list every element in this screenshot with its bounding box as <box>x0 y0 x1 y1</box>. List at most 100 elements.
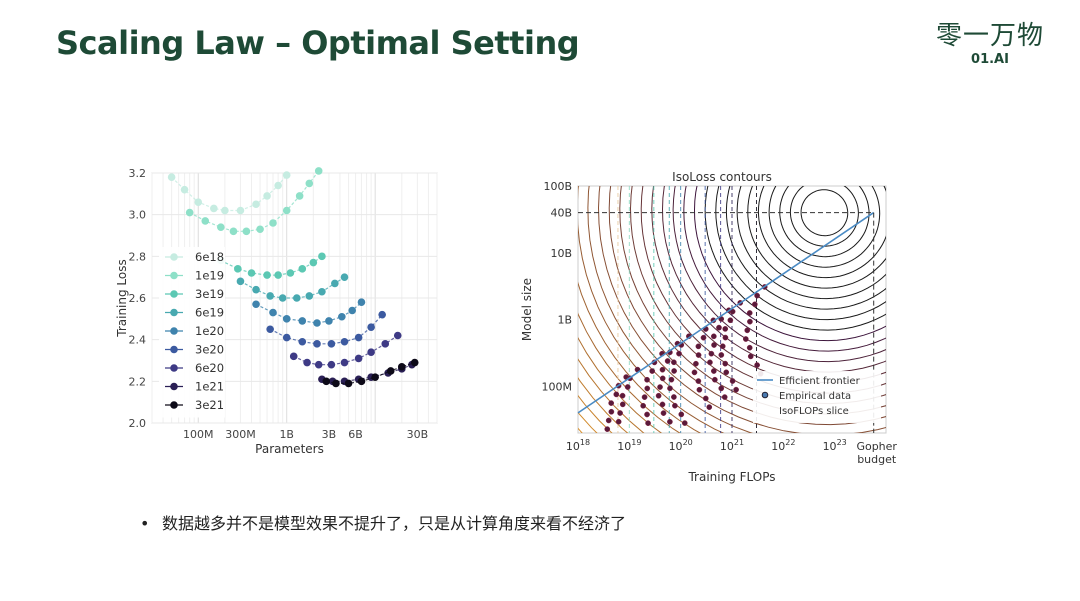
data-point <box>210 204 218 213</box>
data-point <box>286 269 295 277</box>
logo-english-text: 01.AI <box>971 52 1009 67</box>
data-point <box>318 252 326 261</box>
empirical-data-point <box>712 376 718 383</box>
data-point <box>256 225 264 234</box>
data-point <box>367 348 375 356</box>
isoloss-contour <box>768 186 881 268</box>
data-point <box>289 352 298 361</box>
data-point <box>386 367 395 375</box>
empirical-data-point <box>619 392 626 399</box>
data-point <box>263 271 271 279</box>
data-point <box>247 269 256 277</box>
empirical-data-point <box>693 360 699 367</box>
empirical-data-point <box>691 369 698 376</box>
legend: 6e18 1e19 3e19 6e19 1e20 3e20 6e20 1e21 3e21 <box>159 247 225 418</box>
data-point <box>397 362 406 371</box>
empirical-data-point <box>722 326 729 332</box>
empirical-data-point <box>744 327 751 334</box>
empirical-data-point <box>667 385 673 392</box>
data-point <box>282 333 291 342</box>
empirical-data-point <box>695 352 702 358</box>
legend-label: 6e20 <box>195 361 224 375</box>
data-point <box>340 273 349 281</box>
data-point <box>331 279 339 288</box>
x-tick-label: 1023 <box>823 438 847 453</box>
data-point <box>354 354 363 363</box>
data-point <box>242 227 251 236</box>
y-tick-label: 100M <box>542 380 573 393</box>
empirical-data-point <box>676 350 682 357</box>
legend-label: 3e20 <box>195 343 224 357</box>
isoloss-contour <box>597 186 886 433</box>
y-tick-label: 3.2 <box>129 167 147 180</box>
empirical-data-point <box>747 353 754 360</box>
x-tick-label: 1021 <box>720 438 744 453</box>
slide-title: Scaling Law – Optimal Setting <box>56 24 580 62</box>
empirical-data-point <box>716 324 722 331</box>
empirical-data-point <box>754 362 760 368</box>
empirical-data-point <box>660 410 667 416</box>
empirical-data-point <box>644 385 651 392</box>
legend-marker <box>170 345 178 354</box>
data-point <box>381 340 390 348</box>
legend-label: 3e19 <box>195 287 224 301</box>
legend: Efficient frontier Empirical data IsoFLOPs… <box>753 371 881 423</box>
data-point <box>217 223 225 231</box>
x-tick-label: 6B <box>348 428 363 441</box>
data-point <box>221 206 229 215</box>
data-point <box>266 292 274 300</box>
legend-marker <box>170 271 178 280</box>
empirical-data-point <box>644 376 650 383</box>
data-point <box>298 265 307 273</box>
empirical-data-point <box>659 366 666 373</box>
empirical-data-point <box>722 360 729 367</box>
empirical-data-point <box>655 392 662 399</box>
legend-label: Efficient frontier <box>779 376 861 387</box>
empirical-data-point <box>751 301 758 308</box>
empirical-data-point <box>742 336 749 342</box>
data-point <box>298 317 307 325</box>
legend-marker <box>170 253 178 261</box>
legend-marker <box>170 290 178 298</box>
y-axis-label: Training Loss <box>115 259 129 337</box>
y-axis-label: Model size <box>520 278 534 341</box>
empirical-data-point <box>672 402 678 409</box>
isoloss-contour <box>757 186 886 279</box>
series-fit-line <box>171 174 288 212</box>
empirical-data-point <box>624 384 631 390</box>
data-point <box>269 219 277 227</box>
empirical-data-point <box>695 343 702 350</box>
data-point <box>266 325 274 334</box>
data-point <box>269 308 277 317</box>
data-point <box>252 200 260 209</box>
legend-marker <box>170 327 178 335</box>
empirical-data-point <box>645 420 651 426</box>
data-point <box>252 285 260 294</box>
isoloss-contour <box>789 186 859 247</box>
isoloss-contour <box>619 186 886 415</box>
x-tick-label: 300M <box>225 428 256 441</box>
data-point <box>185 208 194 217</box>
isoloss-contour <box>587 186 754 433</box>
legend-marker <box>170 401 178 409</box>
x-axis-label: Parameters <box>255 442 324 456</box>
empirical-data-point <box>710 368 717 374</box>
data-point <box>367 323 375 331</box>
data-point <box>167 173 176 181</box>
legend-background <box>753 371 881 423</box>
empirical-data-point <box>649 368 656 374</box>
loss-vs-parameters-chart: 2.0 2.2 2.4 2.6 2.8 3.0 3.2 100M 300M 1B 3B 6B 30B Pa… <box>115 167 438 456</box>
empirical-data-point <box>706 404 713 410</box>
isoloss-contour <box>704 186 886 331</box>
data-point <box>354 333 363 342</box>
data-point <box>327 360 336 369</box>
empirical-data-point <box>678 411 685 418</box>
empirical-data-point <box>644 411 650 418</box>
legend-label: 1e19 <box>195 269 224 283</box>
empirical-data-point <box>608 408 615 415</box>
x-tick-label: 1022 <box>771 438 795 453</box>
empirical-data-point <box>671 394 677 400</box>
isoloss-contour <box>608 186 886 426</box>
data-point <box>303 358 311 367</box>
empirical-data-point <box>695 378 702 384</box>
